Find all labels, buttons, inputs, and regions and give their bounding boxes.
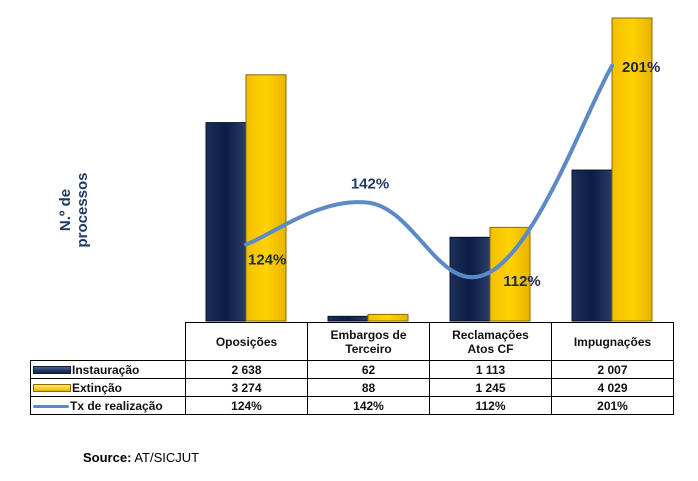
table-cell: 201% [551,396,674,415]
legend-entry-extincao: Extinção [30,378,186,397]
category-header: Reclamações Atos CF [429,322,552,361]
table-cell: 124% [185,396,308,415]
bar-instauracao [205,122,247,322]
series-name: Tx de realização [70,398,163,413]
table-cell: 142% [307,396,430,415]
table-cell: 3 274 [185,378,308,397]
table-cell: 2 007 [551,360,674,379]
table-cell: 1 113 [429,360,552,379]
table-cell: 1 245 [429,378,552,397]
category-header: Impugnações [551,322,674,361]
table-row: Tx de realização 124% 142% 112% 201% [30,396,674,415]
table-cell: 4 029 [551,378,674,397]
category-header: Embargos de Terceiro [307,322,430,361]
bar-extincao [611,17,653,322]
y-axis-label: N.º de processos [57,172,91,248]
table-cell: 2 638 [185,360,308,379]
table-corner [30,322,186,361]
blue-line-swatch-icon [33,404,69,408]
line-tx-realizacao [244,63,614,280]
table-row: Extinção 3 274 88 1 245 4 029 [30,378,674,397]
line-data-label: 124% [248,251,286,268]
series-name: Extinção [72,380,123,395]
line-data-label: 142% [351,176,389,193]
bar-extincao [489,226,531,322]
line-data-label: 201% [622,59,660,76]
source-label: Source: [83,450,132,465]
bar-instauracao [327,315,369,322]
bar-extincao [367,313,409,322]
bar-instauracao [571,169,613,322]
table-cell: 62 [307,360,430,379]
bar-extincao [245,74,287,322]
table-row: Instauração 2 638 62 1 113 2 007 [30,360,674,379]
gold-bar-swatch-icon [33,384,71,393]
navy-bar-swatch-icon [33,366,71,375]
data-table: Oposições Embargos de Terceiro Reclamaçõe… [30,322,674,415]
series-name: Instauração [72,362,140,377]
legend-entry-tx-realizacao: Tx de realização [30,396,186,415]
legend-entry-instauracao: Instauração [30,360,186,379]
table-cell: 112% [429,396,552,415]
line-data-label: 112% [503,273,541,290]
source-note: Source: AT/SICJUT [83,450,199,465]
category-header: Oposições [185,322,308,361]
table-header-row: Oposições Embargos de Terceiro Reclamaçõe… [30,322,674,361]
table-cell: 88 [307,378,430,397]
bar-instauracao [449,236,491,322]
source-text: AT/SICJUT [134,450,200,465]
